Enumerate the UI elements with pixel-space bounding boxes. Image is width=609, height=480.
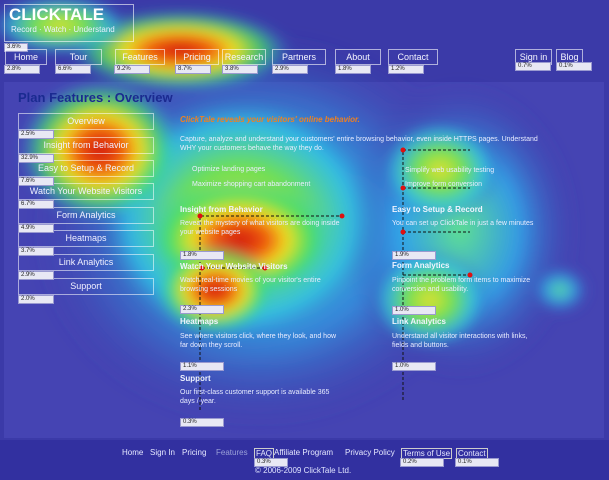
footer-link[interactable]: Sign In	[150, 448, 175, 457]
feature-text: Pinpoint the problem form items to maxim…	[392, 277, 531, 293]
sidebar-link[interactable]: Watch Your Website Visitors	[18, 183, 154, 200]
tagline: Record · Watch · Understand	[11, 25, 115, 34]
stat: 9.2%	[114, 65, 150, 74]
nav-link[interactable]: Pricing	[175, 49, 219, 65]
sidebar-link[interactable]: Insight from Behavior	[18, 137, 154, 154]
stat: 7.6%	[18, 177, 54, 186]
footer-link[interactable]: Pricing	[182, 448, 207, 457]
stat: 3.6%	[4, 43, 28, 52]
stat: 1.8%	[335, 65, 371, 74]
stat: 0.1%	[556, 62, 592, 71]
stat: 0.7%	[515, 62, 551, 71]
stat: 1.0%	[392, 306, 436, 315]
feature-title: Watch Your Website Visitors	[180, 262, 288, 271]
footer-link[interactable]: Affiliate Program	[274, 448, 333, 457]
feature-text: See where visitors click, where they loo…	[180, 333, 337, 349]
feature-title: Easy to Setup & Record	[392, 205, 483, 214]
stat: 0.3%	[180, 418, 224, 427]
stat: 1.0%	[392, 362, 436, 371]
stat: 2.9%	[18, 271, 54, 280]
stat: 6.7%	[18, 200, 54, 209]
feature-title: Insight from Behavior	[180, 205, 263, 214]
feature-title: Support	[180, 374, 211, 383]
bullet: Maximize shopping cart abandonment	[192, 181, 311, 188]
nav-link[interactable]: About	[335, 49, 381, 65]
logo-box: CLICKTALE Record · Watch · Understand	[4, 4, 134, 42]
stat: 1.1%	[180, 362, 224, 371]
page-title: Plan Features : Overview	[18, 90, 173, 105]
stat: 1.9%	[392, 251, 436, 260]
stat: 2.0%	[18, 295, 54, 304]
stat: 2.8%	[4, 65, 40, 74]
nav-link[interactable]: Home	[5, 49, 47, 65]
stat: 3.8%	[222, 65, 258, 74]
intro-headline: ClickTale reveals your visitors' online …	[180, 115, 360, 124]
sidebar-link[interactable]: Overview	[18, 113, 154, 130]
feature-text: You can set up ClickTale in just a few m…	[392, 220, 534, 227]
sidebar-link[interactable]: Easy to Setup & Record	[18, 160, 154, 177]
stat: 6.6%	[55, 65, 91, 74]
nav-link[interactable]: Tour	[55, 49, 102, 65]
bullet: Simplify web usability testing	[405, 167, 495, 174]
sidebar-link[interactable]: Heatmaps	[18, 230, 154, 247]
feature-title: Form Analytics	[392, 261, 450, 270]
feature-text: Understand all visitor interactions with…	[392, 333, 528, 349]
nav-link[interactable]: Research	[222, 49, 266, 65]
feature-text: Our first-class customer support is avai…	[180, 389, 330, 405]
stat: 0.1%	[455, 458, 499, 467]
feature-text: Reveal the mystery of what visitors are …	[180, 220, 340, 236]
bullet: Improve form conversion	[405, 181, 483, 188]
stat: 1.2%	[388, 65, 424, 74]
copyright: © 2006-2009 ClickTale Ltd.	[255, 466, 352, 475]
intro-text: Capture, analyze and understand your cus…	[180, 136, 538, 152]
stat: 2.5%	[18, 130, 54, 139]
feature-text: Watch real-time movies of your visitor's…	[180, 277, 321, 293]
nav-link[interactable]: Partners	[272, 49, 326, 65]
nav-link[interactable]: Features	[115, 49, 165, 65]
stat: 4.9%	[18, 224, 54, 233]
sidebar-link[interactable]: Form Analytics	[18, 207, 154, 224]
stat: 0.3%	[254, 458, 288, 467]
logo: CLICKTALE	[9, 5, 105, 24]
bullet: Optimize landing pages	[192, 166, 266, 173]
stat: 0.2%	[400, 458, 444, 467]
sidebar-link[interactable]: Link Analytics	[18, 254, 154, 271]
stat: 2.3%	[180, 305, 224, 314]
stat: 3.7%	[18, 247, 54, 256]
stat: 8.7%	[175, 65, 211, 74]
stat: 32.9%	[18, 154, 54, 163]
footer-link[interactable]: Privacy Policy	[345, 448, 395, 457]
stat: 2.9%	[272, 65, 308, 74]
feature-title: Link Analytics	[392, 317, 446, 326]
feature-title: Heatmaps	[180, 317, 219, 326]
footer-link[interactable]: Features	[216, 448, 248, 457]
footer-link[interactable]: Home	[122, 448, 144, 457]
stat: 1.8%	[180, 251, 224, 260]
sidebar-link[interactable]: Support	[18, 278, 154, 295]
nav-link[interactable]: Contact	[388, 49, 438, 65]
